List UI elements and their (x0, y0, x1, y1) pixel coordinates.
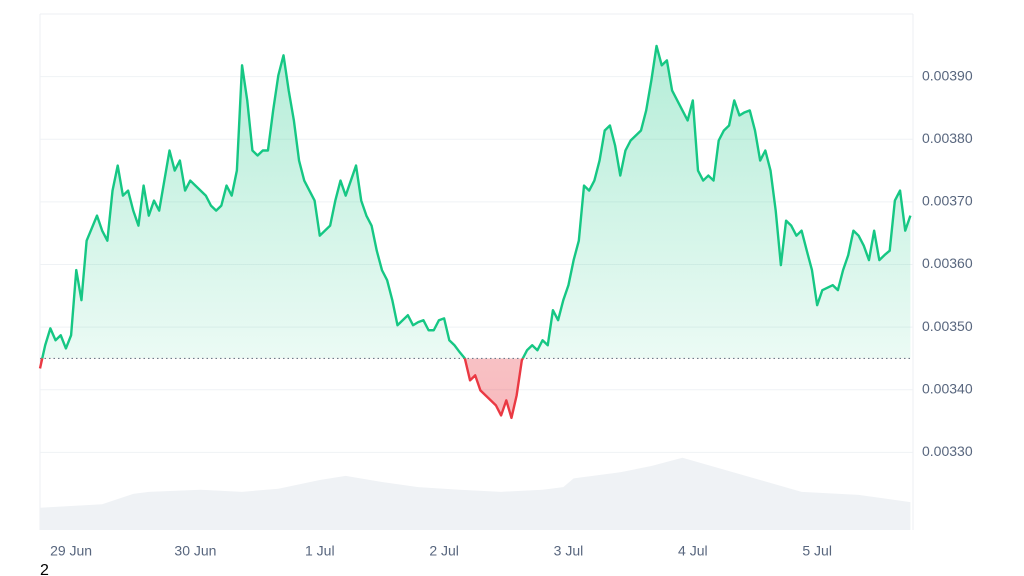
y-tick-label: 0.00340 (922, 380, 973, 396)
price-line-below (38, 358, 525, 420)
y-tick-label: 0.00380 (922, 130, 973, 146)
price-line-above (41, 44, 912, 359)
x-tick-label: 5 Jul (802, 543, 832, 559)
footnote: 2 (40, 562, 49, 576)
x-tick-label: 29 Jun (50, 543, 92, 559)
volume-area (40, 457, 911, 530)
area-below (40, 358, 523, 418)
y-tick-label: 0.00390 (922, 67, 973, 83)
x-tick-label: 1 Jul (305, 543, 335, 559)
y-tick-label: 0.00330 (922, 443, 973, 459)
x-tick-label: 2 Jul (429, 543, 459, 559)
area-above (40, 45, 911, 359)
x-tick-label: 3 Jul (554, 543, 584, 559)
x-tick-label: 4 Jul (678, 543, 708, 559)
y-tick-label: 0.00360 (922, 255, 973, 271)
x-tick-label: 30 Jun (174, 543, 216, 559)
y-tick-label: 0.00350 (922, 318, 973, 334)
y-tick-label: 0.00370 (922, 193, 973, 209)
